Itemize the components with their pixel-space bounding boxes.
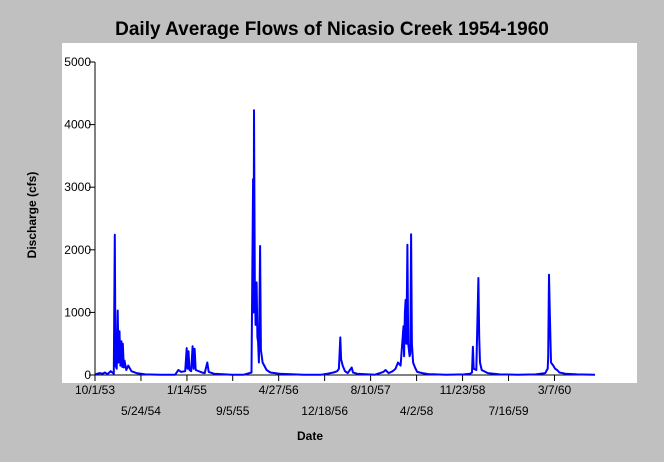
x-tick-label: 5/24/54	[121, 404, 161, 418]
y-tick-label: 5000	[64, 55, 91, 69]
x-tick-label: 3/7/60	[538, 383, 572, 397]
discharge-series-line	[94, 109, 596, 376]
y-tick-label: 2000	[64, 243, 91, 257]
x-tick-label: 7/16/59	[489, 404, 529, 418]
x-tick-label: 1/14/55	[167, 383, 207, 397]
x-tick-label: 10/1/53	[75, 383, 115, 397]
y-tick-label: 4000	[64, 118, 91, 132]
y-tick-label: 1000	[64, 305, 91, 319]
x-tick-label: 4/27/56	[259, 383, 299, 397]
chart-title: Daily Average Flows of Nicasio Creek 195…	[115, 19, 549, 40]
x-axis-label: Date	[297, 429, 323, 443]
y-axis-label: Discharge (cfs)	[25, 172, 39, 259]
x-tick-label: 11/23/58	[440, 383, 486, 397]
x-tick-label: 4/2/58	[400, 404, 434, 418]
x-tick-label: 8/10/57	[351, 383, 391, 397]
plot-area	[62, 43, 637, 383]
y-tick-label: 3000	[64, 180, 91, 194]
y-tick-label: 0	[84, 368, 91, 382]
x-tick-label: 9/5/55	[216, 404, 250, 418]
x-tick-label: 12/18/56	[301, 404, 348, 418]
